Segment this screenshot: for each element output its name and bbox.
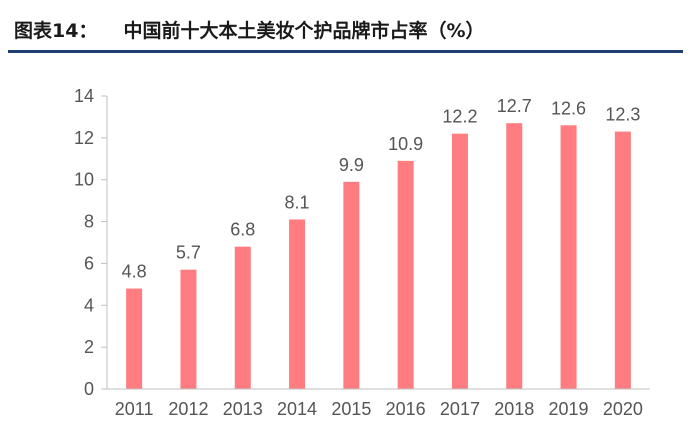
x-tick-label-2018: 2018 (494, 399, 534, 419)
bar-2011 (126, 288, 143, 389)
x-axis: 2011 2012 2013 2014 2015 2016 2017 2018 2019 2020 (107, 388, 650, 419)
bar-2017 (451, 133, 468, 389)
title-underline (8, 50, 683, 53)
y-tick-label: 14 (74, 86, 94, 106)
bar-2018 (506, 123, 523, 389)
x-tick-label-2011: 2011 (115, 399, 154, 419)
chart-title: 中国前十大本土美妆个护品牌市占率（%） (123, 19, 485, 42)
bar-2016 (397, 160, 414, 389)
y-tick-label: 10 (74, 170, 94, 190)
x-tick-label-2013: 2013 (223, 399, 263, 419)
x-tick-label-2016: 2016 (386, 399, 426, 419)
x-tick-label-2020: 2020 (603, 399, 643, 419)
bar-2015 (343, 181, 360, 389)
x-tick-label-2012: 2012 (168, 399, 208, 419)
y-tick-label: 4 (84, 295, 94, 315)
data-label-2017: 12.2 (442, 107, 477, 127)
x-tick-label-2014: 2014 (277, 399, 317, 419)
x-tick-label-2017: 2017 (440, 399, 480, 419)
bar-2012 (180, 269, 197, 389)
bar-2013 (234, 246, 251, 389)
y-tick-label: 0 (84, 379, 94, 399)
data-label-2018: 12.7 (497, 96, 532, 116)
figure-label: 图表14： (14, 19, 98, 42)
data-label-2019: 12.6 (551, 98, 586, 118)
data-label-2015: 9.9 (339, 155, 364, 175)
figure-header: 图表14： 中国前十大本土美妆个护品牌市占率（%） (14, 14, 485, 44)
y-tick-label: 2 (84, 337, 94, 357)
data-label-2016: 10.9 (388, 134, 423, 154)
data-label-2014: 8.1 (285, 192, 310, 212)
bar-2020 (614, 131, 631, 390)
bars (126, 123, 631, 390)
y-tick-label: 8 (84, 212, 94, 232)
x-tick-label-2015: 2015 (331, 399, 371, 419)
y-tick-label: 6 (84, 253, 94, 273)
bar-2014 (289, 219, 306, 389)
y-tick-label: 12 (74, 128, 94, 148)
data-label-2011: 4.8 (122, 262, 147, 282)
data-label-2020: 12.3 (605, 105, 640, 125)
data-labels: 4.8 5.7 6.8 8.1 9.9 10.9 12.2 12.7 12.6 12.3 (122, 96, 641, 281)
bar-2019 (560, 125, 577, 390)
data-label-2013: 6.8 (230, 220, 255, 240)
y-axis: 0 2 4 6 8 10 12 14 (74, 86, 108, 399)
data-label-2012: 5.7 (176, 243, 201, 263)
x-tick-label-2019: 2019 (549, 399, 589, 419)
